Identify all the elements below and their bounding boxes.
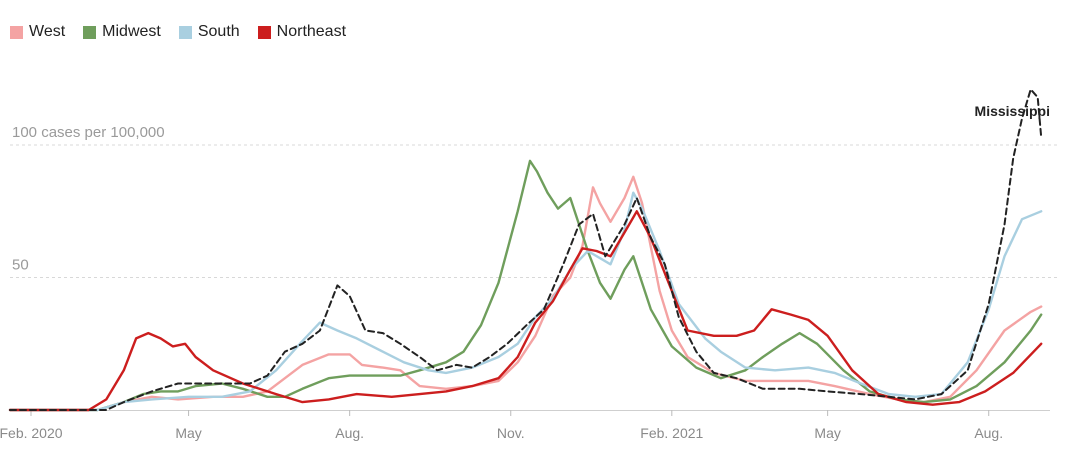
series-line-midwest xyxy=(8,159,1043,412)
y-tick-label-100: 100 cases per 100,000 xyxy=(12,124,165,141)
x-tick-label-feb-2020: Feb. 2020 xyxy=(0,425,63,441)
x-tick-label-may: May xyxy=(175,425,201,441)
legend-item-south: South xyxy=(178,23,240,41)
legend-label-west: West xyxy=(29,23,66,40)
annotation-mississippi: Mississippi xyxy=(975,103,1050,119)
x-tick-label-aug: Aug. xyxy=(974,425,1003,441)
legend-label-south: South xyxy=(197,23,240,40)
y-tick-label-50: 50 xyxy=(12,257,29,274)
legend-item-west: West xyxy=(10,23,65,41)
series-line-northeast xyxy=(8,210,1043,412)
x-tick-label-feb-2021: Feb. 2021 xyxy=(640,425,703,441)
legend-item-midwest: Midwest xyxy=(83,23,161,41)
series-line-south xyxy=(8,191,1043,412)
series-line-mississippi xyxy=(9,88,1043,411)
legend-swatch-west xyxy=(10,25,23,39)
series-line-west xyxy=(8,175,1043,412)
x-tick-label-aug: Aug. xyxy=(335,425,364,441)
legend-swatch-northeast xyxy=(257,25,271,39)
legend-swatch-midwest xyxy=(83,25,97,39)
x-tick-label-nov: Nov. xyxy=(497,425,525,441)
legend-label-midwest: Midwest xyxy=(102,23,161,40)
x-tick-label-may: May xyxy=(814,425,840,441)
legend-item-northeast: Northeast xyxy=(257,23,347,41)
legend-label-northeast: Northeast xyxy=(276,23,347,40)
legend-swatch-south xyxy=(178,25,192,39)
chart-legend: West Midwest South Northeast xyxy=(10,22,364,42)
